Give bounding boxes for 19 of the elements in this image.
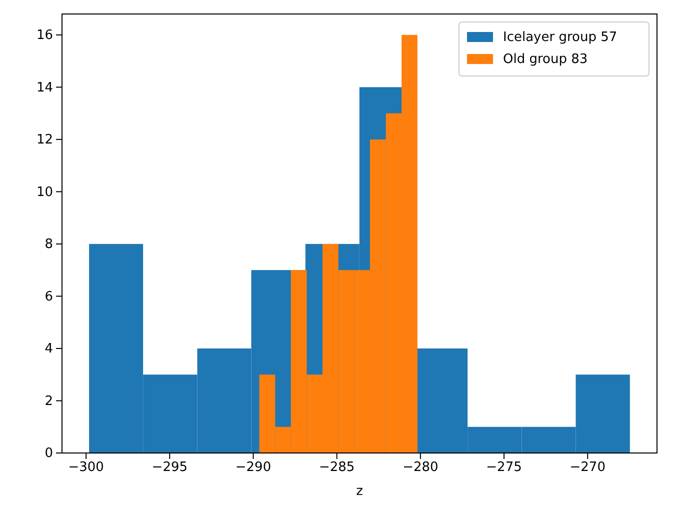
y-tick-label: 2: [44, 394, 53, 409]
x-tick-label: −280: [402, 460, 438, 476]
x-tick-label: −295: [152, 460, 188, 476]
y-tick-label: 6: [44, 289, 53, 304]
y-tick-label: 12: [36, 132, 53, 148]
y-tick-label: 14: [36, 80, 53, 96]
x-tick-label: −300: [68, 460, 104, 476]
legend-label: Old group 83: [503, 52, 588, 67]
y-tick-label: 8: [44, 237, 53, 252]
y-tick-label: 10: [36, 184, 53, 200]
x-tick-label: −275: [486, 460, 522, 476]
x-axis-title: z: [356, 484, 364, 499]
x-tick-label: −290: [235, 460, 272, 476]
x-tick-label: −270: [570, 460, 606, 476]
legend-label: Icelayer group 57: [503, 30, 618, 45]
y-tick-label: 4: [44, 342, 53, 357]
y-tick-label: 0: [44, 446, 53, 462]
y-tick-label: 16: [36, 28, 53, 44]
x-tick-label: −285: [318, 460, 355, 476]
